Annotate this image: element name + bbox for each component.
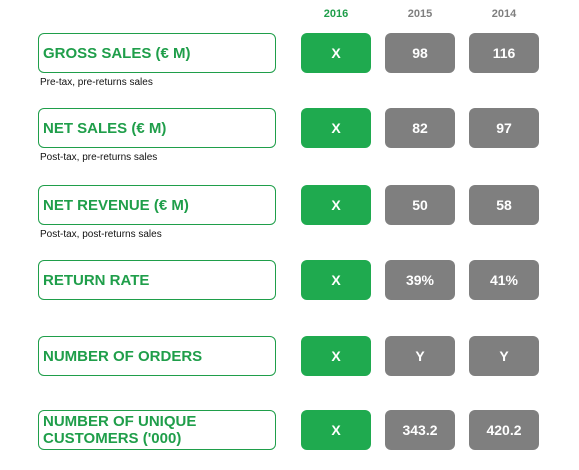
metric-subtitle: Post-tax, post-returns sales (40, 229, 162, 240)
metric-label-box: NET SALES (€ M) (38, 108, 276, 148)
metric-net-revenue: NET REVENUE (€ M) Post-tax, post-returns… (0, 185, 579, 245)
value-2016: X (301, 185, 371, 225)
value-2016: X (301, 33, 371, 73)
metric-label-box: NUMBER OF ORDERS (38, 336, 276, 376)
value-2014: 58 (469, 185, 539, 225)
metric-gross-sales: GROSS SALES (€ M) Pre-tax, pre-returns s… (0, 33, 579, 93)
value-2016: X (301, 260, 371, 300)
metric-net-sales: NET SALES (€ M) Post-tax, pre-returns sa… (0, 108, 579, 168)
metric-label: RETURN RATE (43, 271, 150, 289)
value-2014: 420.2 (469, 410, 539, 450)
value-2014: 97 (469, 108, 539, 148)
metric-subtitle: Pre-tax, pre-returns sales (40, 77, 153, 88)
metric-number-of-orders: NUMBER OF ORDERS X Y Y (0, 336, 579, 396)
metric-label: GROSS SALES (€ M) (43, 44, 191, 62)
year-header-2014: 2014 (491, 8, 517, 20)
metric-subtitle: Post-tax, pre-returns sales (40, 152, 158, 163)
value-2015: 98 (385, 33, 455, 73)
value-2016: X (301, 336, 371, 376)
value-2016: X (301, 410, 371, 450)
value-2014: 41% (469, 260, 539, 300)
value-2014: 116 (469, 33, 539, 73)
year-header-2016: 2016 (323, 8, 349, 20)
value-2015: 39% (385, 260, 455, 300)
year-header-2015: 2015 (407, 8, 433, 20)
metric-label-box: NUMBER OF UNIQUE CUSTOMERS ('000) (38, 410, 276, 450)
metric-label: NUMBER OF ORDERS (43, 347, 203, 365)
metric-label: NUMBER OF UNIQUE CUSTOMERS ('000) (43, 413, 197, 447)
metric-label-box: NET REVENUE (€ M) (38, 185, 276, 225)
value-2015: 50 (385, 185, 455, 225)
value-2015: Y (385, 336, 455, 376)
metric-label-box: GROSS SALES (€ M) (38, 33, 276, 73)
metric-label-box: RETURN RATE (38, 260, 276, 300)
metric-label: NET SALES (€ M) (43, 119, 167, 137)
metric-label: NET REVENUE (€ M) (43, 196, 189, 214)
value-2015: 343.2 (385, 410, 455, 450)
value-2015: 82 (385, 108, 455, 148)
metric-return-rate: RETURN RATE X 39% 41% (0, 260, 579, 320)
metric-unique-customers: NUMBER OF UNIQUE CUSTOMERS ('000) X 343.… (0, 410, 579, 470)
value-2016: X (301, 108, 371, 148)
value-2014: Y (469, 336, 539, 376)
